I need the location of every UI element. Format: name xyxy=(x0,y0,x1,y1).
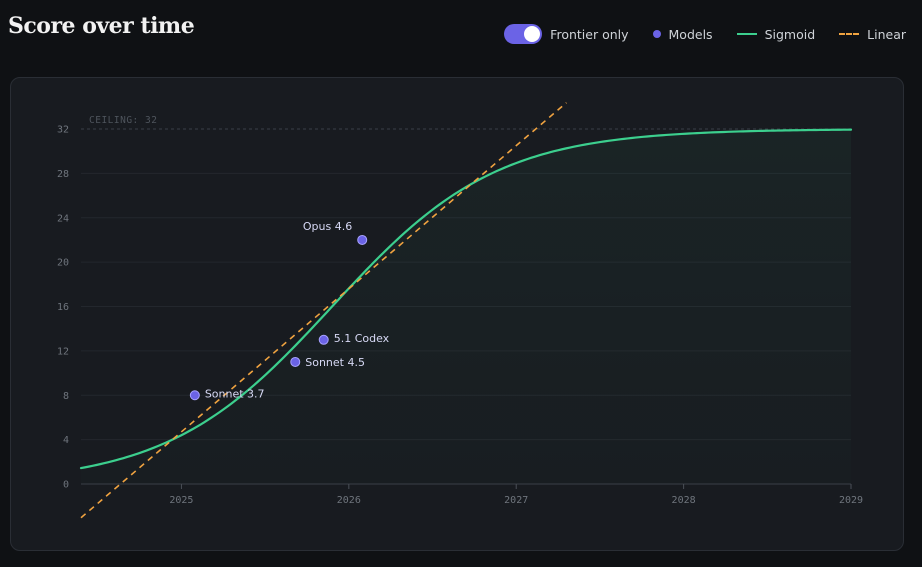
model-label-5-1-codex: 5.1 Codex xyxy=(334,332,390,345)
chart-legend: Frontier only Models Sigmoid Linear xyxy=(480,24,906,44)
legend-sigmoid-label: Sigmoid xyxy=(764,26,816,42)
x-tick-label-2025: 2025 xyxy=(169,495,193,506)
toggle-knob xyxy=(524,26,541,42)
y-tick-label-28: 28 xyxy=(57,169,69,180)
model-label-sonnet-4-5: Sonnet 4.5 xyxy=(305,356,365,369)
y-tick-label-32: 32 xyxy=(57,125,69,136)
model-point-sonnet-4-5 xyxy=(290,356,301,367)
score-chart: 0 4 8 12 16 20 24 28 32 CEILING: 32 2025 2026 2027 20… xyxy=(57,102,863,519)
model-point-opus-4-6 xyxy=(357,234,368,245)
model-label-sonnet-3-7: Sonnet 3.7 xyxy=(205,387,265,400)
y-tick-label-16: 16 xyxy=(57,302,69,313)
linear-fit-line xyxy=(80,102,567,519)
y-tick-label-20: 20 xyxy=(57,258,69,269)
x-tick-label-2026: 2026 xyxy=(337,495,361,506)
ceiling-label: CEILING: 32 xyxy=(89,115,157,126)
y-tick-label-4: 4 xyxy=(63,435,69,446)
x-tick-label-2027: 2027 xyxy=(504,495,528,506)
x-tick-label-2029: 2029 xyxy=(839,495,863,506)
chart-panel: 0 4 8 12 16 20 24 28 32 CEILING: 32 2025 2026 2027 20… xyxy=(10,77,904,551)
legend-linear-label: Linear xyxy=(867,26,906,42)
legend-item-sigmoid: Sigmoid xyxy=(736,26,816,42)
page-title: Score over time xyxy=(8,13,195,39)
y-tick-label-12: 12 xyxy=(57,346,69,357)
x-tick-label-2028: 2028 xyxy=(672,495,696,506)
linear-dashed-line-icon xyxy=(839,33,860,35)
model-point-5-1-codex xyxy=(318,334,329,345)
sigmoid-fit-line xyxy=(79,128,853,470)
frontier-only-toggle[interactable] xyxy=(504,24,543,44)
legend-item-models: Models xyxy=(652,26,713,42)
model-label-opus-4-6: Opus 4.6 xyxy=(303,220,352,233)
frontier-only-label: Frontier only xyxy=(550,26,629,42)
y-tick-label-8: 8 xyxy=(63,391,69,402)
sigmoid-line-icon xyxy=(736,33,757,35)
model-point-sonnet-3-7 xyxy=(189,390,200,401)
y-tick-label-24: 24 xyxy=(57,213,69,224)
sigmoid-area xyxy=(81,129,851,484)
y-tick-label-0: 0 xyxy=(63,480,69,491)
legend-item-linear: Linear xyxy=(839,27,906,42)
legend-models-label: Models xyxy=(668,26,713,42)
frontier-only-toggle-group[interactable]: Frontier only xyxy=(504,24,629,44)
models-dot-icon xyxy=(652,30,661,38)
